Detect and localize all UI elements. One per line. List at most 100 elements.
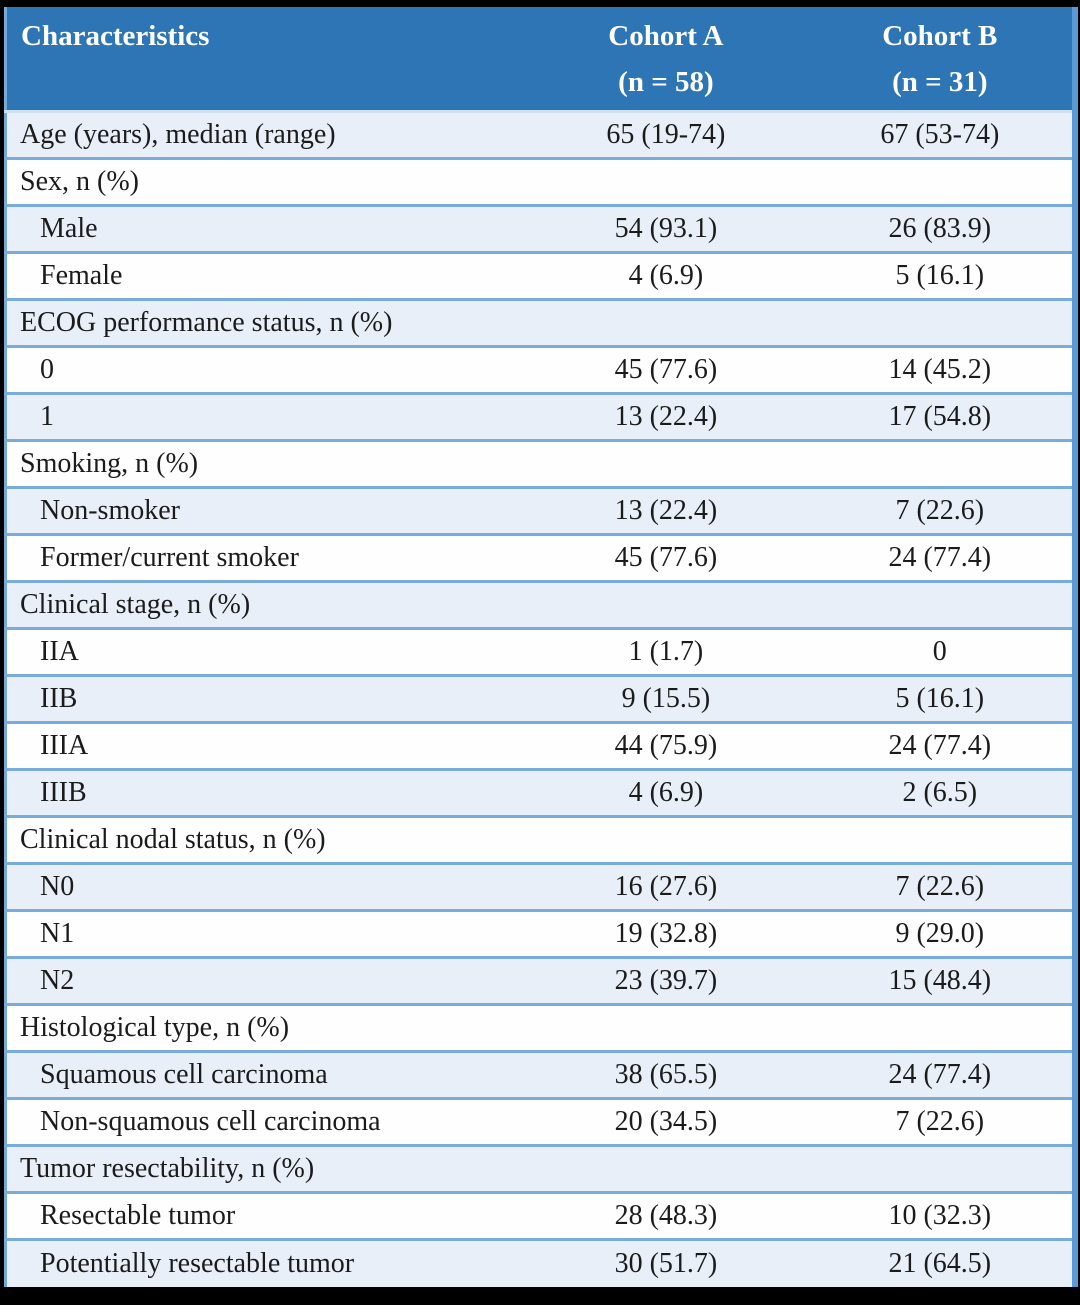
table-row: N1 19 (32.8) 9 (29.0) bbox=[5, 910, 1075, 958]
column-header-characteristics: Characteristics bbox=[5, 7, 525, 113]
cohort-a-value: 54 (93.1) bbox=[524, 205, 808, 253]
row-label: ECOG performance status, n (%) bbox=[5, 299, 525, 347]
cohort-b-value: 5 (16.1) bbox=[807, 252, 1075, 300]
cohort-b-value bbox=[807, 816, 1075, 864]
row-label: Smoking, n (%) bbox=[5, 440, 525, 488]
cohort-a-value bbox=[524, 1145, 808, 1193]
cohort-a-value bbox=[524, 299, 808, 347]
row-label: Histological type, n (%) bbox=[5, 1004, 525, 1052]
cohort-b-value: 24 (77.4) bbox=[807, 1051, 1075, 1099]
row-label: Non-squamous cell carcinoma bbox=[5, 1098, 525, 1146]
cohort-b-value: 17 (54.8) bbox=[807, 393, 1075, 441]
table-row: 1 13 (22.4) 17 (54.8) bbox=[5, 393, 1075, 441]
cohort-a-value: 4 (6.9) bbox=[524, 769, 808, 817]
cohort-a-value: 1 (1.7) bbox=[524, 628, 808, 676]
cohort-a-value: 13 (22.4) bbox=[524, 487, 808, 535]
row-label: Sex, n (%) bbox=[5, 158, 525, 206]
cohort-a-value: 19 (32.8) bbox=[524, 910, 808, 958]
table-row: N2 23 (39.7) 15 (48.4) bbox=[5, 957, 1075, 1005]
cohort-b-value: 15 (48.4) bbox=[807, 957, 1075, 1005]
row-label: Female bbox=[5, 252, 525, 300]
row-label: 1 bbox=[5, 393, 525, 441]
row-label: N0 bbox=[5, 863, 525, 911]
cohort-b-value: 0 bbox=[807, 628, 1075, 676]
row-label: Potentially resectable tumor bbox=[5, 1239, 525, 1287]
cohort-a-value bbox=[524, 158, 808, 206]
table-row: Squamous cell carcinoma 38 (65.5) 24 (77… bbox=[5, 1051, 1075, 1099]
cohort-b-value: 10 (32.3) bbox=[807, 1192, 1075, 1240]
row-label: Former/current smoker bbox=[5, 534, 525, 582]
header-row: Characteristics Cohort A (n = 58) Cohort… bbox=[5, 7, 1075, 113]
row-label: Non-smoker bbox=[5, 487, 525, 535]
cohort-a-value: 28 (48.3) bbox=[524, 1192, 808, 1240]
row-label: IIA bbox=[5, 628, 525, 676]
cohort-b-n-label: (n = 31) bbox=[892, 66, 988, 98]
cohort-a-value: 38 (65.5) bbox=[524, 1051, 808, 1099]
cohort-a-n-label: (n = 58) bbox=[618, 66, 714, 98]
table-row: Sex, n (%) bbox=[5, 158, 1075, 206]
cohort-b-value: 24 (77.4) bbox=[807, 534, 1075, 582]
cohort-b-value bbox=[807, 1145, 1075, 1193]
table-row: Male 54 (93.1) 26 (83.9) bbox=[5, 205, 1075, 253]
table-row: IIIB 4 (6.9) 2 (6.5) bbox=[5, 769, 1075, 817]
row-label: IIIA bbox=[5, 722, 525, 770]
row-label: Male bbox=[5, 205, 525, 253]
cohort-a-value: 16 (27.6) bbox=[524, 863, 808, 911]
cohort-b-value: 26 (83.9) bbox=[807, 205, 1075, 253]
table-row: Clinical stage, n (%) bbox=[5, 581, 1075, 629]
table-body: Age (years), median (range) 65 (19-74) 6… bbox=[5, 111, 1075, 1287]
cohort-a-value: 45 (77.6) bbox=[524, 534, 808, 582]
table-row: Resectable tumor 28 (48.3) 10 (32.3) bbox=[5, 1192, 1075, 1240]
characteristics-header-label: Characteristics bbox=[21, 20, 210, 52]
cohort-a-header-label: Cohort A bbox=[608, 20, 724, 52]
cohort-b-value: 5 (16.1) bbox=[807, 675, 1075, 723]
cohort-b-value: 67 (53-74) bbox=[807, 111, 1075, 159]
cohort-b-value: 9 (29.0) bbox=[807, 910, 1075, 958]
table-row: Female 4 (6.9) 5 (16.1) bbox=[5, 252, 1075, 300]
cohort-b-value bbox=[807, 1004, 1075, 1052]
table-header: Characteristics Cohort A (n = 58) Cohort… bbox=[5, 7, 1075, 113]
table-row: N0 16 (27.6) 7 (22.6) bbox=[5, 863, 1075, 911]
cohort-b-value: 14 (45.2) bbox=[807, 346, 1075, 394]
characteristics-table: Characteristics Cohort A (n = 58) Cohort… bbox=[4, 7, 1078, 1287]
cohort-a-value bbox=[524, 440, 808, 488]
row-label: Squamous cell carcinoma bbox=[5, 1051, 525, 1099]
table-row: Smoking, n (%) bbox=[5, 440, 1075, 488]
table-row: 0 45 (77.6) 14 (45.2) bbox=[5, 346, 1075, 394]
table-row: Non-squamous cell carcinoma 20 (34.5) 7 … bbox=[5, 1098, 1075, 1146]
row-label: N2 bbox=[5, 957, 525, 1005]
cohort-b-value bbox=[807, 158, 1075, 206]
table-row: IIB 9 (15.5) 5 (16.1) bbox=[5, 675, 1075, 723]
table-row: Clinical nodal status, n (%) bbox=[5, 816, 1075, 864]
table-row: Former/current smoker 45 (77.6) 24 (77.4… bbox=[5, 534, 1075, 582]
cohort-b-value: 7 (22.6) bbox=[807, 863, 1075, 911]
cohort-a-value bbox=[524, 581, 808, 629]
cohort-a-value: 9 (15.5) bbox=[524, 675, 808, 723]
cohort-b-value: 7 (22.6) bbox=[807, 1098, 1075, 1146]
table-row: IIA 1 (1.7) 0 bbox=[5, 628, 1075, 676]
row-label: Resectable tumor bbox=[5, 1192, 525, 1240]
cohort-a-value bbox=[524, 816, 808, 864]
column-header-cohort-a: Cohort A (n = 58) bbox=[524, 7, 808, 113]
cohort-b-value bbox=[807, 581, 1075, 629]
cohort-b-value: 7 (22.6) bbox=[807, 487, 1075, 535]
table-container: Characteristics Cohort A (n = 58) Cohort… bbox=[4, 7, 1078, 1287]
cohort-a-value: 4 (6.9) bbox=[524, 252, 808, 300]
row-label: Age (years), median (range) bbox=[5, 111, 525, 159]
cohort-b-value: 2 (6.5) bbox=[807, 769, 1075, 817]
table-row: ECOG performance status, n (%) bbox=[5, 299, 1075, 347]
cohort-b-value: 21 (64.5) bbox=[807, 1239, 1075, 1287]
column-header-cohort-b: Cohort B (n = 31) bbox=[807, 7, 1075, 113]
table-row: Tumor resectability, n (%) bbox=[5, 1145, 1075, 1193]
row-label: Tumor resectability, n (%) bbox=[5, 1145, 525, 1193]
table-row: IIIA 44 (75.9) 24 (77.4) bbox=[5, 722, 1075, 770]
row-label: N1 bbox=[5, 910, 525, 958]
cohort-a-value: 65 (19-74) bbox=[524, 111, 808, 159]
cohort-a-value: 30 (51.7) bbox=[524, 1239, 808, 1287]
cohort-a-value: 20 (34.5) bbox=[524, 1098, 808, 1146]
table-row: Histological type, n (%) bbox=[5, 1004, 1075, 1052]
row-label: IIB bbox=[5, 675, 525, 723]
table-row: Age (years), median (range) 65 (19-74) 6… bbox=[5, 111, 1075, 159]
row-label: Clinical nodal status, n (%) bbox=[5, 816, 525, 864]
